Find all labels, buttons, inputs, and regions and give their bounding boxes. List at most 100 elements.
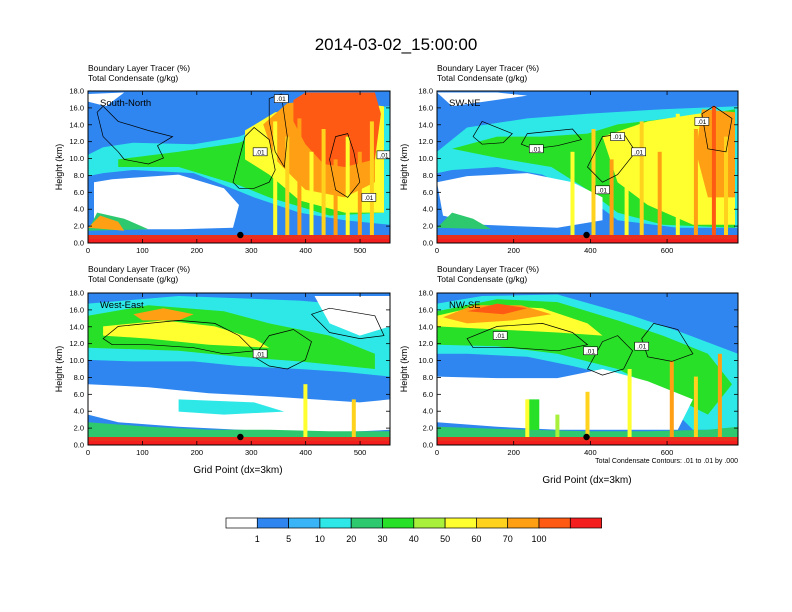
condensate-contour (310, 307, 385, 339)
surface-layer-core (437, 239, 738, 243)
convective-plume (309, 151, 314, 236)
y-tick-label: 0.0 (423, 239, 433, 248)
y-tick-label: 8.0 (423, 373, 433, 382)
convective-plume (627, 369, 632, 438)
y-tick-label: 6.0 (74, 390, 84, 399)
x-tick-label: 300 (245, 448, 258, 457)
contour-label: .01 (256, 351, 265, 358)
y-tick-label: 18.0 (69, 289, 84, 298)
plot-area: .01 .01 .01 .01 (88, 91, 390, 243)
contour-label-box (376, 150, 390, 160)
y-tick-label: 6.0 (423, 188, 433, 197)
condensate-contour (701, 105, 733, 153)
colorbar-label: 50 (440, 534, 450, 544)
location-marker (583, 231, 590, 239)
y-tick-label: 6.0 (423, 390, 433, 399)
colorbar-swatch (288, 517, 321, 529)
panel-sw-ne: Boundary Layer Tracer (%) Total Condensa… (399, 63, 739, 255)
x-tick-label: 400 (584, 246, 597, 255)
y-axis-label: Height (km) (54, 144, 64, 191)
x-tick-label: 200 (507, 448, 520, 457)
footnote: Total Condensate Contours: .01 to .01 by… (595, 458, 738, 465)
colorbar-swatch (476, 517, 509, 529)
x-tick-label: 0 (435, 246, 439, 255)
convective-plume (711, 106, 716, 236)
colorbar-label: 70 (503, 534, 513, 544)
y-tick-label: 4.0 (74, 205, 84, 214)
contour-label: .01 (532, 146, 541, 153)
tracer-band (437, 92, 528, 107)
y-tick-label: 2.0 (74, 222, 84, 231)
tracer-band (178, 399, 285, 415)
contour-label: .01 (277, 96, 286, 103)
contour-label-box (634, 341, 649, 351)
y-tick-label: 12.0 (69, 137, 84, 146)
plot-area: .01 (88, 293, 390, 445)
convective-plume (693, 129, 698, 236)
x-tick-label: 200 (191, 448, 204, 457)
condensate-contour (96, 105, 174, 165)
tracer-band (88, 422, 390, 439)
y-tick-label: 0.0 (74, 441, 84, 450)
x-tick-label: 100 (136, 448, 149, 457)
y-tick-label: 2.0 (423, 222, 433, 231)
convective-plume (273, 121, 278, 236)
y-tick-label: 10.0 (418, 356, 433, 365)
convective-plume (639, 121, 644, 236)
figure-title: 2014-03-02_15:00:00 (315, 35, 478, 54)
y-tick-label: 18.0 (69, 87, 84, 96)
panel-subtitle-line2: Total Condensate (g/kg) (88, 274, 178, 284)
y-tick-label: 14.0 (418, 322, 433, 331)
y-tick-label: 14.0 (69, 322, 84, 331)
x-tick-label: 400 (299, 448, 312, 457)
convective-plume (297, 118, 302, 236)
contour-label-box (595, 185, 610, 195)
contour-label-box (583, 346, 598, 356)
tracer-band (94, 174, 239, 230)
contour-label-box (529, 144, 544, 154)
contour-label: .01 (697, 119, 706, 126)
y-tick-label: 0.0 (74, 239, 84, 248)
contour-label: .01 (586, 348, 595, 355)
y-tick-label: 2.0 (423, 424, 433, 433)
y-tick-label: 16.0 (69, 305, 84, 314)
convective-plume (693, 376, 698, 438)
panel-subtitle-line1: Boundary Layer Tracer (%) (88, 264, 190, 274)
colorbar-label: 100 (531, 534, 546, 544)
colorbar-label: 5 (286, 534, 291, 544)
panel-label: NW-SE (449, 300, 481, 311)
panel-south-north: Boundary Layer Tracer (%) Total Condensa… (54, 63, 391, 255)
colorbar: 1 5 10 20 30 40 50 60 70 100 (225, 517, 602, 544)
condensate-contour (232, 127, 276, 189)
tracer-band (88, 92, 125, 107)
plot-frame (87, 292, 391, 446)
colorbar-swatch (256, 517, 289, 529)
tracer-band (527, 399, 540, 438)
panel-subtitle-line2: Total Condensate (g/kg) (437, 73, 527, 83)
contour-label-box (361, 193, 377, 202)
panel-label: South-North (100, 98, 151, 109)
y-tick-label: 4.0 (423, 407, 433, 416)
convective-plume (724, 136, 728, 236)
convective-plume (609, 159, 614, 236)
condensate-contour (641, 323, 694, 362)
contour-label: .01 (634, 149, 643, 156)
location-marker (237, 231, 244, 239)
colorbar-swatch (225, 517, 258, 529)
contour-label-box (252, 349, 268, 359)
convective-plume (321, 129, 326, 236)
y-tick-label: 0.0 (423, 441, 433, 450)
colorbar-label: 20 (346, 534, 356, 544)
contour-label: .01 (598, 187, 607, 194)
y-tick-label: 12.0 (69, 339, 84, 348)
y-axis-label: Height (km) (399, 144, 409, 191)
contour-label: .01 (637, 344, 646, 351)
surface-layer-core (437, 441, 738, 445)
y-tick-label: 12.0 (418, 339, 433, 348)
condensate-contour (587, 335, 634, 376)
y-tick-label: 8.0 (74, 171, 84, 180)
contour-label: .01 (256, 149, 265, 156)
y-tick-label: 4.0 (423, 205, 433, 214)
tracer-band (133, 308, 194, 321)
convective-plume (585, 391, 590, 438)
